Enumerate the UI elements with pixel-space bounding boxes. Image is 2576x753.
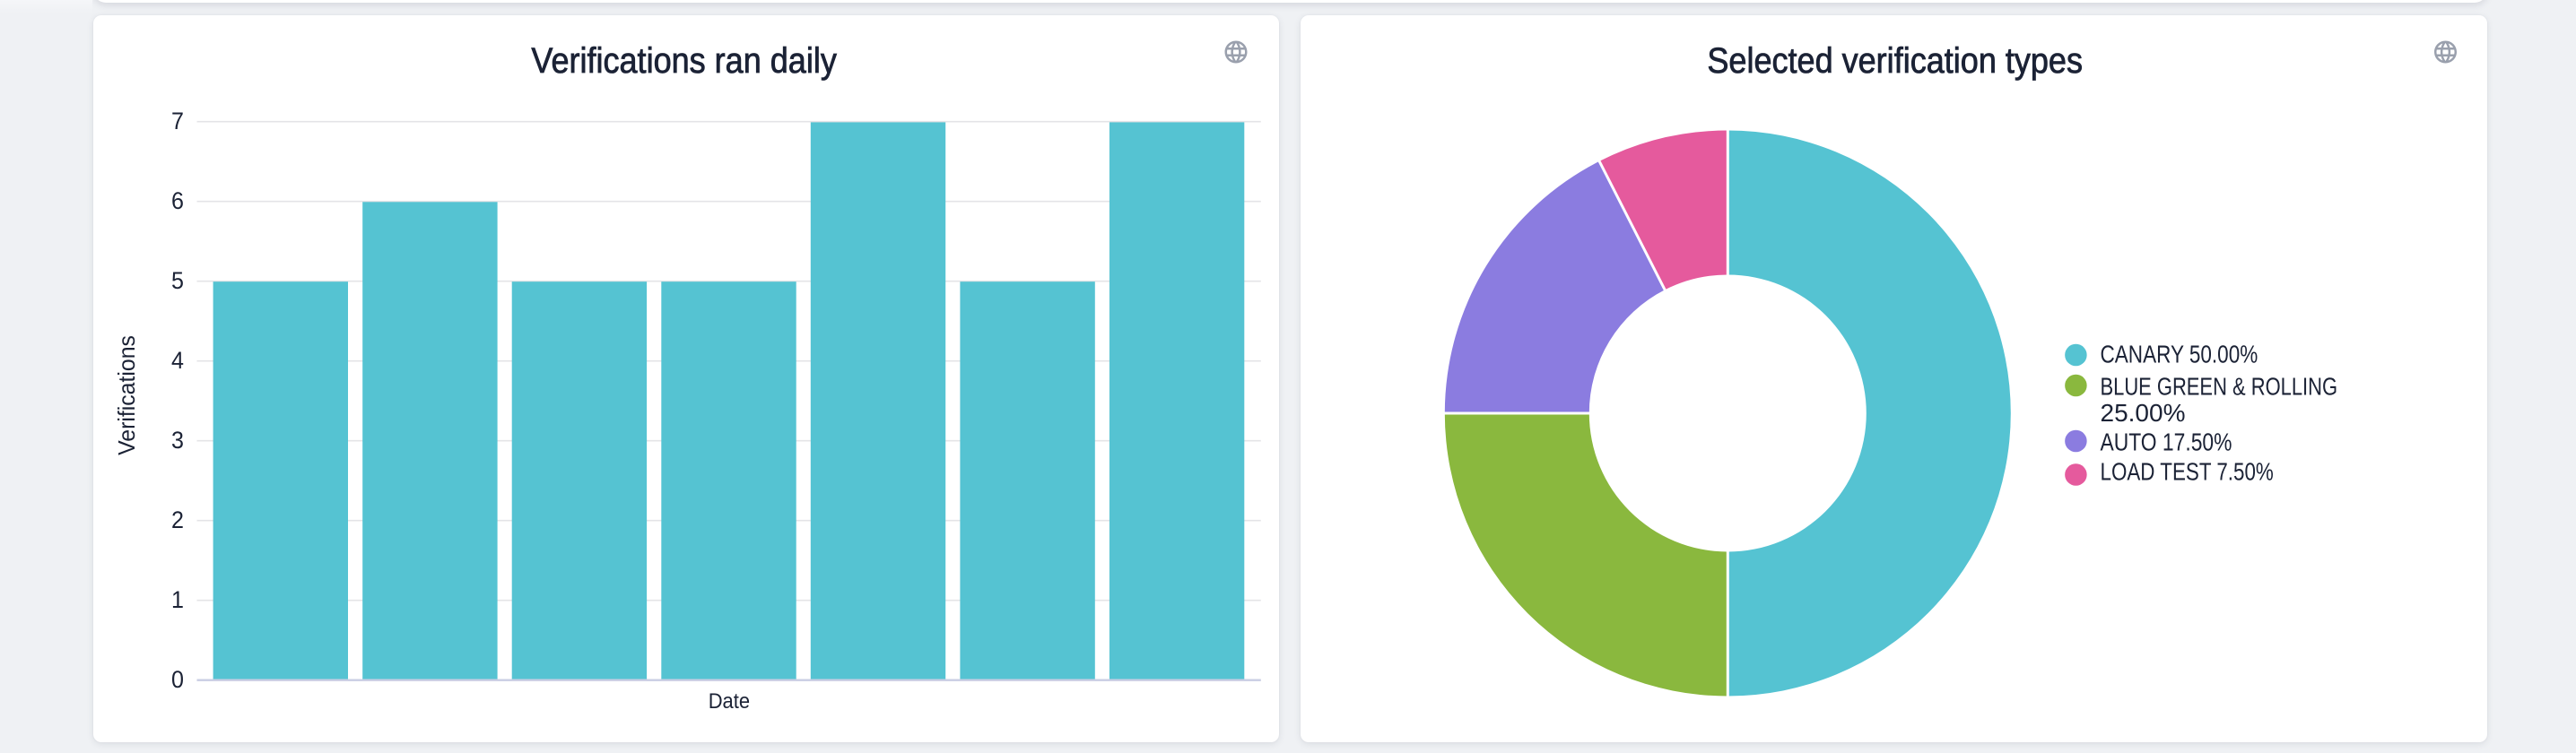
- svg-text:1: 1: [171, 585, 184, 613]
- svg-text:Date: Date: [709, 688, 750, 713]
- svg-text:3: 3: [171, 426, 184, 454]
- svg-text:6: 6: [171, 186, 184, 214]
- svg-text:BLUE GREEN & ROLLING: BLUE GREEN & ROLLING: [2101, 373, 2338, 401]
- svg-text:7: 7: [171, 107, 184, 134]
- svg-text:Verifications: Verifications: [114, 335, 140, 455]
- svg-text:CANARY 50.00%: CANARY 50.00%: [2101, 341, 2258, 368]
- svg-text:Verifications ran daily: Verifications ran daily: [531, 41, 836, 81]
- svg-text:25.00%: 25.00%: [2101, 399, 2186, 427]
- svg-text:AUTO 17.50%: AUTO 17.50%: [2101, 428, 2232, 456]
- svg-text:Selected verification types: Selected verification types: [1707, 41, 2083, 81]
- svg-text:4: 4: [171, 346, 184, 374]
- svg-text:5: 5: [171, 266, 184, 294]
- svg-text:LOAD TEST 7.50%: LOAD TEST 7.50%: [2101, 458, 2274, 486]
- svg-text:2: 2: [171, 506, 184, 533]
- svg-text:0: 0: [171, 665, 184, 693]
